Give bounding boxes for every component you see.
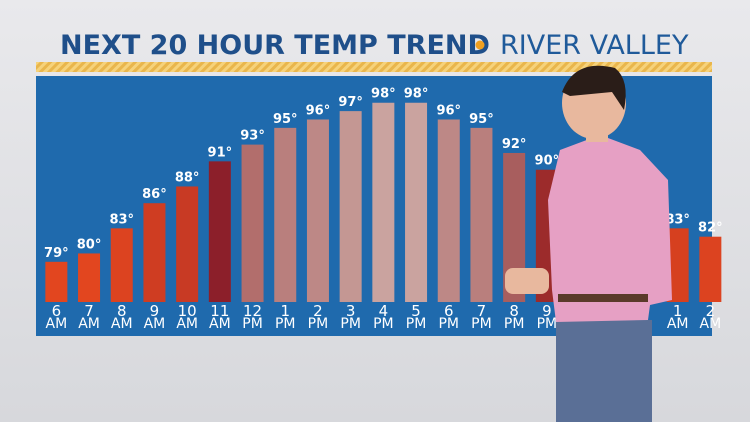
value-label: 95°: [273, 112, 298, 127]
value-label: 95°: [469, 112, 494, 127]
value-label: 91°: [208, 145, 233, 160]
x-tick-label: 7 AM: [78, 302, 100, 332]
x-tick-label: 7 PM: [471, 302, 492, 332]
bar: [78, 253, 101, 302]
x-tick-label: 9 PM: [536, 302, 558, 332]
x-tick-label: 6 PM: [438, 302, 460, 332]
presenter: [505, 65, 672, 422]
value-label: 97°: [338, 95, 363, 110]
x-tick-label: 11 AM: [209, 302, 231, 332]
bar: [143, 203, 166, 302]
bar: [437, 119, 460, 302]
bar: [306, 119, 329, 302]
value-label: 82°: [698, 221, 723, 236]
value-label: 80°: [77, 237, 102, 252]
x-tick-label: 2 AM: [699, 302, 722, 332]
bar: [274, 127, 297, 302]
bar: [339, 111, 362, 303]
x-tick-label: 8 PM: [503, 302, 525, 332]
bar: [176, 186, 199, 302]
x-tick-label: 5 PM: [405, 302, 427, 332]
x-tick-label: 10 AM: [176, 302, 198, 332]
value-label: 86°: [142, 187, 167, 202]
value-label: 93°: [240, 129, 265, 144]
chart-subtitle: RIVER VALLEY: [500, 30, 689, 61]
value-label: 88°: [175, 170, 200, 185]
bar: [208, 161, 231, 302]
x-tick-label: 9 AM: [143, 302, 166, 332]
value-label: 96°: [436, 103, 461, 118]
bar: [503, 152, 526, 302]
x-tick-label: 3 PM: [340, 302, 361, 332]
bar: [699, 236, 722, 302]
stripe-band: [36, 62, 712, 72]
value-label: 98°: [371, 87, 396, 102]
x-tick-label: 1 PM: [274, 302, 296, 332]
bullet: [475, 40, 485, 50]
value-label: 90°: [535, 154, 560, 169]
x-tick-label: 6 AM: [45, 302, 68, 332]
x-tick-label: 12 PM: [242, 302, 263, 332]
x-tick-label: 2 PM: [307, 302, 329, 332]
bar: [45, 261, 68, 302]
value-label: 98°: [404, 87, 429, 102]
value-label: 79°: [44, 246, 69, 261]
bar: [372, 102, 395, 302]
x-tick-label: 1 AM: [666, 302, 689, 332]
x-tick-label: 8 AM: [110, 302, 133, 332]
bar: [666, 228, 689, 302]
bar: [241, 144, 264, 302]
value-label: 96°: [306, 103, 331, 118]
bar: [470, 127, 493, 302]
value-label: 83°: [665, 212, 690, 227]
x-tick-label: 4 PM: [373, 302, 394, 332]
bar: [110, 228, 133, 302]
bar: [405, 102, 428, 302]
chart-title: NEXT 20 HOUR TEMP TREND: [60, 30, 490, 61]
value-label: 92°: [502, 137, 527, 152]
value-label: 83°: [109, 212, 134, 227]
